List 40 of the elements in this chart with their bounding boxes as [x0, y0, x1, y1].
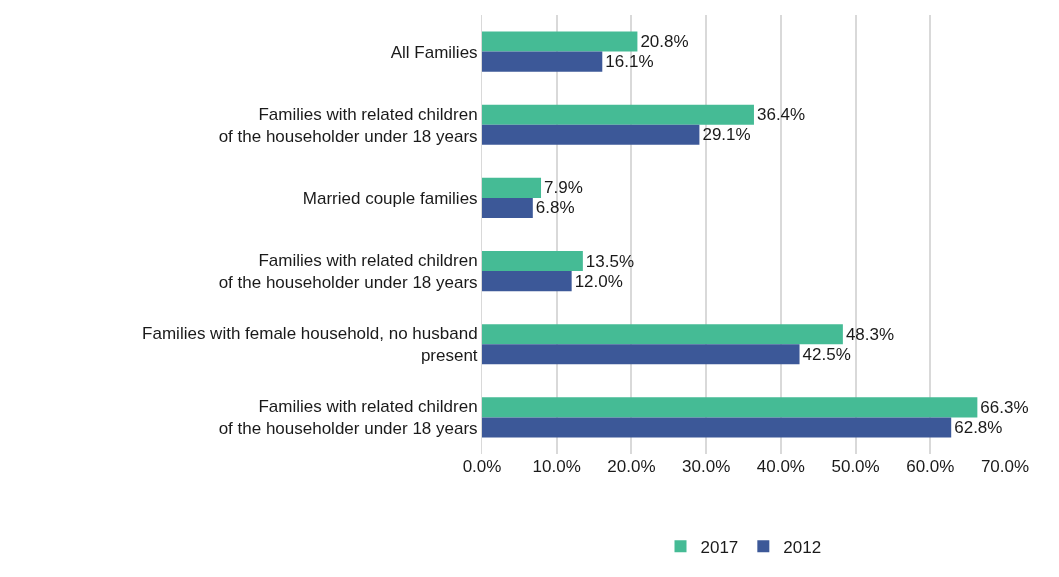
y-tick-label: All Families	[390, 42, 478, 62]
data-label: 16.1%	[605, 52, 654, 72]
x-tick-label: 70.0%	[980, 457, 1030, 476]
bar	[482, 197, 533, 219]
data-label: 42.5%	[802, 344, 851, 364]
data-label: 20.8%	[640, 32, 689, 52]
data-label: 13.5%	[585, 251, 635, 271]
data-label: 36.4%	[756, 105, 806, 125]
bar	[482, 271, 572, 292]
bar	[482, 397, 978, 418]
data-label: 48.3%	[845, 324, 895, 344]
data-label: 29.1%	[702, 125, 751, 145]
y-tick-label: Married couple families	[302, 188, 478, 208]
data-label: 12.0%	[574, 271, 623, 291]
y-tick-label: Families with related children of the householder under 18 years	[218, 104, 478, 146]
bar	[482, 177, 542, 198]
data-label: 66.3%	[980, 397, 1029, 417]
x-tick-label: 0.0%	[462, 457, 502, 476]
x-tick-label: 10.0%	[532, 457, 581, 476]
bar	[482, 324, 843, 345]
bar	[482, 250, 583, 272]
x-tick-label: 50.0%	[831, 457, 880, 476]
y-tick-label: Families with related children of the householder under 18 years	[218, 397, 478, 439]
bar	[482, 51, 603, 72]
y-tick-label: Families with female household, no husband present	[142, 324, 478, 366]
legend-label: 2017	[700, 537, 739, 557]
x-tick-label: 40.0%	[756, 457, 805, 476]
legend-label: 2012	[783, 537, 822, 557]
bar	[482, 124, 700, 145]
x-tick-label: 20.0%	[607, 457, 656, 476]
data-label: 62.8%	[954, 417, 1003, 437]
x-tick-label: 60.0%	[906, 457, 955, 476]
bar	[482, 417, 952, 438]
x-tick-label: 30.0%	[682, 457, 731, 476]
data-label: 6.8%	[535, 198, 575, 218]
bar	[482, 31, 638, 52]
bar	[482, 344, 800, 365]
data-label: 7.9%	[544, 178, 583, 198]
y-tick-label: Families with related children of the householder under 18 years	[218, 250, 478, 293]
bar	[482, 104, 754, 125]
